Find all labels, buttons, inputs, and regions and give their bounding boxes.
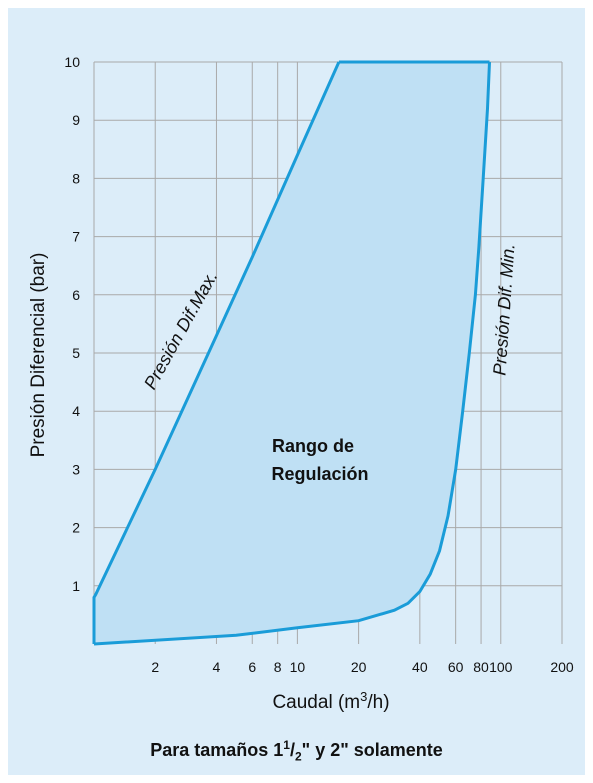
curve-min-label: Presión Dif. Min.	[489, 243, 518, 376]
y-axis-label: Presión Diferencial (bar)	[28, 253, 49, 458]
footnote-pre: Para tamaños 1	[150, 740, 284, 760]
footnote-sub: 2	[294, 749, 302, 764]
y-tick-label: 1	[72, 578, 80, 594]
region-label-line1: Rango de	[272, 436, 354, 456]
y-tick-label: 9	[72, 112, 80, 128]
x-tick-label: 80	[473, 659, 489, 675]
y-tick-labels: 1 2 3 4 5 6 7 8 9 10	[64, 54, 80, 594]
y-tick-label: 5	[72, 345, 80, 361]
x-tick-label: 20	[351, 659, 367, 675]
x-tick-label: 2	[151, 659, 159, 675]
x-axis-label-end: /h)	[367, 692, 389, 713]
y-tick-label: 7	[72, 229, 80, 245]
x-tick-label: 10	[290, 659, 306, 675]
footnote-post: " y 2" solamente	[301, 740, 443, 760]
regulation-region	[94, 62, 490, 644]
footnote: Para tamaños 11/2" y 2" solamente	[0, 738, 593, 764]
x-tick-label: 200	[550, 659, 574, 675]
x-axis-label: Caudal (m3/h)	[272, 689, 389, 713]
x-axis-label-main: Caudal (m	[272, 692, 360, 713]
y-tick-label: 3	[72, 461, 80, 477]
x-tick-label: 4	[213, 659, 221, 675]
curve-max-line	[92, 61, 341, 644]
x-axis-label-sup: 3	[360, 689, 367, 704]
y-tick-label: 4	[72, 403, 80, 419]
x-tick-labels: 2 4 6 8 10 20 40 60 80 100 200	[151, 659, 574, 675]
y-tick-label: 10	[64, 54, 80, 70]
y-tick-label: 2	[72, 520, 80, 536]
y-tick-label: 6	[72, 287, 80, 303]
x-tick-label: 60	[448, 659, 464, 675]
x-tick-label: 40	[412, 659, 428, 675]
footnote-sup: 1	[283, 738, 290, 752]
x-tick-label: 100	[489, 659, 513, 675]
x-tick-label: 8	[274, 659, 282, 675]
x-tick-label: 6	[248, 659, 256, 675]
curve-min-line	[93, 61, 491, 646]
region-label-line2: Regulación	[271, 464, 368, 484]
y-tick-label: 8	[72, 170, 80, 186]
footnote-slash: /	[289, 740, 295, 760]
